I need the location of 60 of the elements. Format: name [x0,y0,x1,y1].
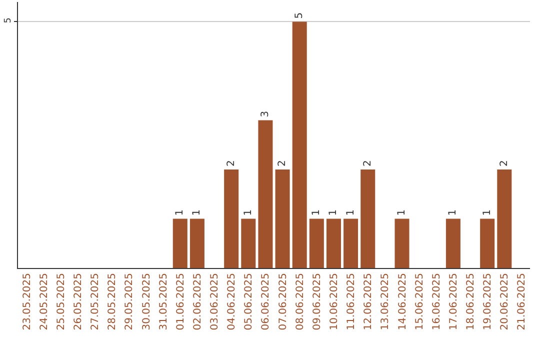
bar [309,218,324,268]
bar [394,218,410,268]
x-tick-label: 05.06.2025 [244,273,255,330]
x-tick-label: 02.06.2025 [192,273,204,330]
x-tick-label: 04.06.2025 [226,273,238,330]
bar [224,169,239,268]
x-tick-label: 25.05.2025 [56,273,67,330]
data-label: 2 [362,160,374,166]
x-tick-label: 14.06.2025 [397,273,408,330]
data-label: 2 [498,160,510,166]
bar [326,218,341,268]
data-label: 1 [192,209,203,216]
x-tick-label: 31.05.2025 [158,273,170,330]
data-label: 3 [260,110,271,118]
x-tick-label: 01.06.2025 [175,273,186,330]
bar [360,169,376,268]
x-tick-label: 09.06.2025 [312,273,323,330]
x-tick-label: 17.06.2025 [448,273,460,330]
bar [446,218,460,268]
bar [292,22,307,268]
x-tick-label: 29.05.2025 [124,273,136,330]
data-label: 1 [345,209,356,216]
bar [497,169,512,268]
x-tick-label: 23.05.2025 [22,273,33,330]
x-tick-label: 16.06.2025 [431,273,442,330]
x-tick-label: 10.06.2025 [328,273,340,330]
x-tick-label: 26.05.2025 [72,273,84,330]
x-tick-label: 20.06.2025 [500,273,511,330]
bar [241,218,256,268]
bar [344,218,358,268]
x-tick-label: 19.06.2025 [482,273,494,330]
data-label: 1 [328,209,340,216]
x-tick-label: 15.06.2025 [414,273,426,330]
data-label: 1 [242,209,254,216]
data-label: 2 [277,160,288,166]
bar [190,218,204,268]
x-tick-label: 06.06.2025 [260,273,272,330]
x-tick-label: 11.06.2025 [346,273,358,330]
x-tick-label: 07.06.2025 [278,273,289,330]
data-label: 1 [448,209,459,216]
x-tick-label: 27.05.2025 [90,273,102,330]
data-label: 1 [174,209,186,216]
x-tick-label: 18.06.2025 [466,273,477,330]
x-tick-label: 21.06.2025 [516,273,528,330]
bar [275,169,290,268]
x-tick-label: 03.06.2025 [210,273,221,330]
data-label: 1 [396,209,408,216]
x-tick-label: 24.05.2025 [38,273,50,330]
data-label: 1 [482,209,493,216]
x-tick-label: 28.05.2025 [107,273,118,330]
x-tick-label: 08.06.2025 [294,273,306,330]
x-tick-label: 12.06.2025 [363,273,374,330]
x-tick-label: 30.05.2025 [141,273,152,330]
bar [480,218,495,268]
data-label: 1 [311,209,322,216]
bar [172,218,188,268]
data-label: 2 [226,160,237,166]
bar [258,120,273,268]
data-label: 5 [294,12,306,19]
x-tick-label: 13.06.2025 [380,273,392,330]
